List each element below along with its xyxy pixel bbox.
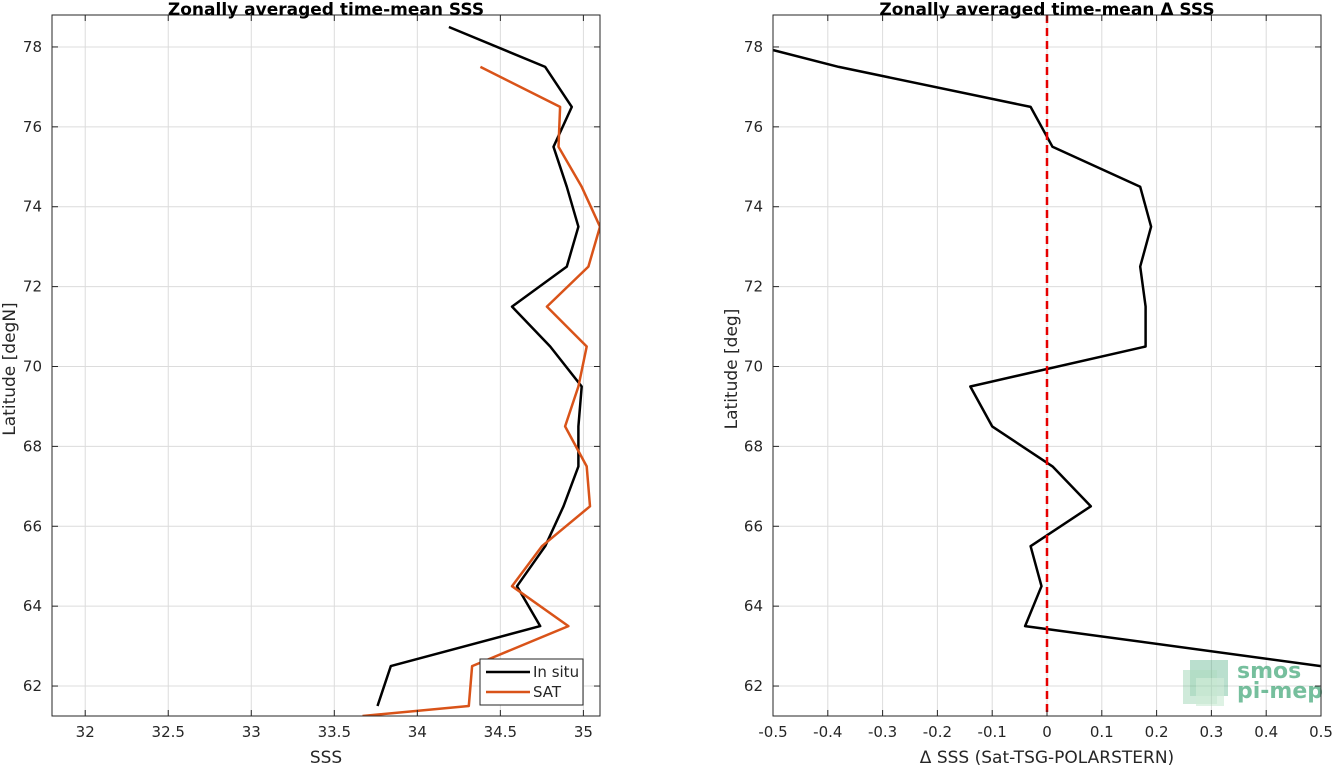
y-axis-label-right: Latitude [deg]: [722, 309, 742, 430]
chart-title-left: Zonally averaged time-mean SSS: [168, 0, 484, 20]
chart-title-right: Zonally averaged time-mean Δ SSS: [879, 0, 1214, 20]
y-tick-label: 76: [23, 118, 42, 136]
y-tick-label: 64: [23, 597, 42, 615]
chart-left: 32 32.5 33 33.5 34 34.5 35 62 64 66 68 70 72 74 76 78 Z…: [0, 0, 601, 766]
ticks-right: -0.5 -0.4 -0.3 -0.2 -0.1 0 0.1 0.2 0.3 0.4 0.5 62 64…: [744, 15, 1333, 741]
plot-area-left: [52, 15, 600, 716]
x-tick-label: -0.2: [923, 723, 952, 741]
series-group-right: [773, 15, 1321, 716]
y-tick-label: 70: [744, 357, 763, 375]
series-group-left: [362, 25, 600, 716]
legend: In situ SAT: [479, 658, 584, 706]
x-tick-label: 33.5: [318, 723, 351, 741]
y-tick-label: 62: [744, 677, 763, 695]
x-tick-label: -0.1: [978, 723, 1007, 741]
x-tick-label: -0.4: [813, 723, 842, 741]
series-line-0: [773, 48, 1321, 668]
x-tick-label: 35: [574, 723, 593, 741]
y-tick-label: 68: [23, 437, 42, 455]
y-tick-label: 72: [744, 278, 763, 296]
y-tick-label: 70: [23, 357, 42, 375]
y-tick-label: 72: [23, 278, 42, 296]
x-tick-label: 0.5: [1309, 723, 1333, 741]
y-tick-label: 62: [23, 677, 42, 695]
x-axis-label-right: Δ SSS (Sat-TSG-POLARSTERN): [920, 748, 1174, 766]
y-tick-label: 68: [744, 437, 763, 455]
legend-label-sat: SAT: [533, 683, 562, 701]
logo: smos pi-mep: [1183, 659, 1323, 706]
axes-box-left: [51, 14, 601, 717]
y-tick-label: 66: [744, 517, 763, 535]
y-tick-label: 74: [744, 198, 763, 216]
x-tick-label: 0.1: [1090, 723, 1114, 741]
x-tick-label: -0.3: [868, 723, 897, 741]
x-tick-label: 33: [242, 723, 261, 741]
x-tick-label: 32: [76, 723, 95, 741]
logo-text-line1: smos: [1237, 659, 1301, 684]
x-tick-label: 0.4: [1254, 723, 1278, 741]
series-line-sat: [362, 65, 600, 716]
x-tick-label: 0.3: [1199, 723, 1223, 741]
x-tick-label: 34: [408, 723, 427, 741]
x-tick-label: 32.5: [152, 723, 185, 741]
legend-label-in-situ: In situ: [533, 663, 579, 681]
legend-box: [479, 658, 584, 706]
x-tick-label: 34.5: [484, 723, 517, 741]
x-tick-label: 0: [1042, 723, 1052, 741]
y-tick-label: 78: [23, 38, 42, 56]
logo-mark: [1183, 660, 1228, 706]
y-axis-label-left: Latitude [degN]: [0, 302, 20, 435]
x-axis-label-left: SSS: [310, 748, 342, 766]
grid-left: [52, 15, 600, 716]
y-tick-label: 66: [23, 517, 42, 535]
y-tick-label: 76: [744, 118, 763, 136]
chart-right: smos pi-mep -0.5 -0.4 -0.3 -0.2 -0.1 0 0.1 0.2 0…: [722, 0, 1333, 766]
y-tick-label: 64: [744, 597, 763, 615]
x-tick-label: -0.5: [758, 723, 787, 741]
y-tick-label: 74: [23, 198, 42, 216]
logo-text-line2: pi-mep: [1237, 679, 1323, 704]
ticks-left: 32 32.5 33 33.5 34 34.5 35 62 64 66 68 70 72 74 76 78: [23, 15, 600, 741]
y-tick-label: 78: [744, 38, 763, 56]
x-tick-label: 0.2: [1145, 723, 1169, 741]
